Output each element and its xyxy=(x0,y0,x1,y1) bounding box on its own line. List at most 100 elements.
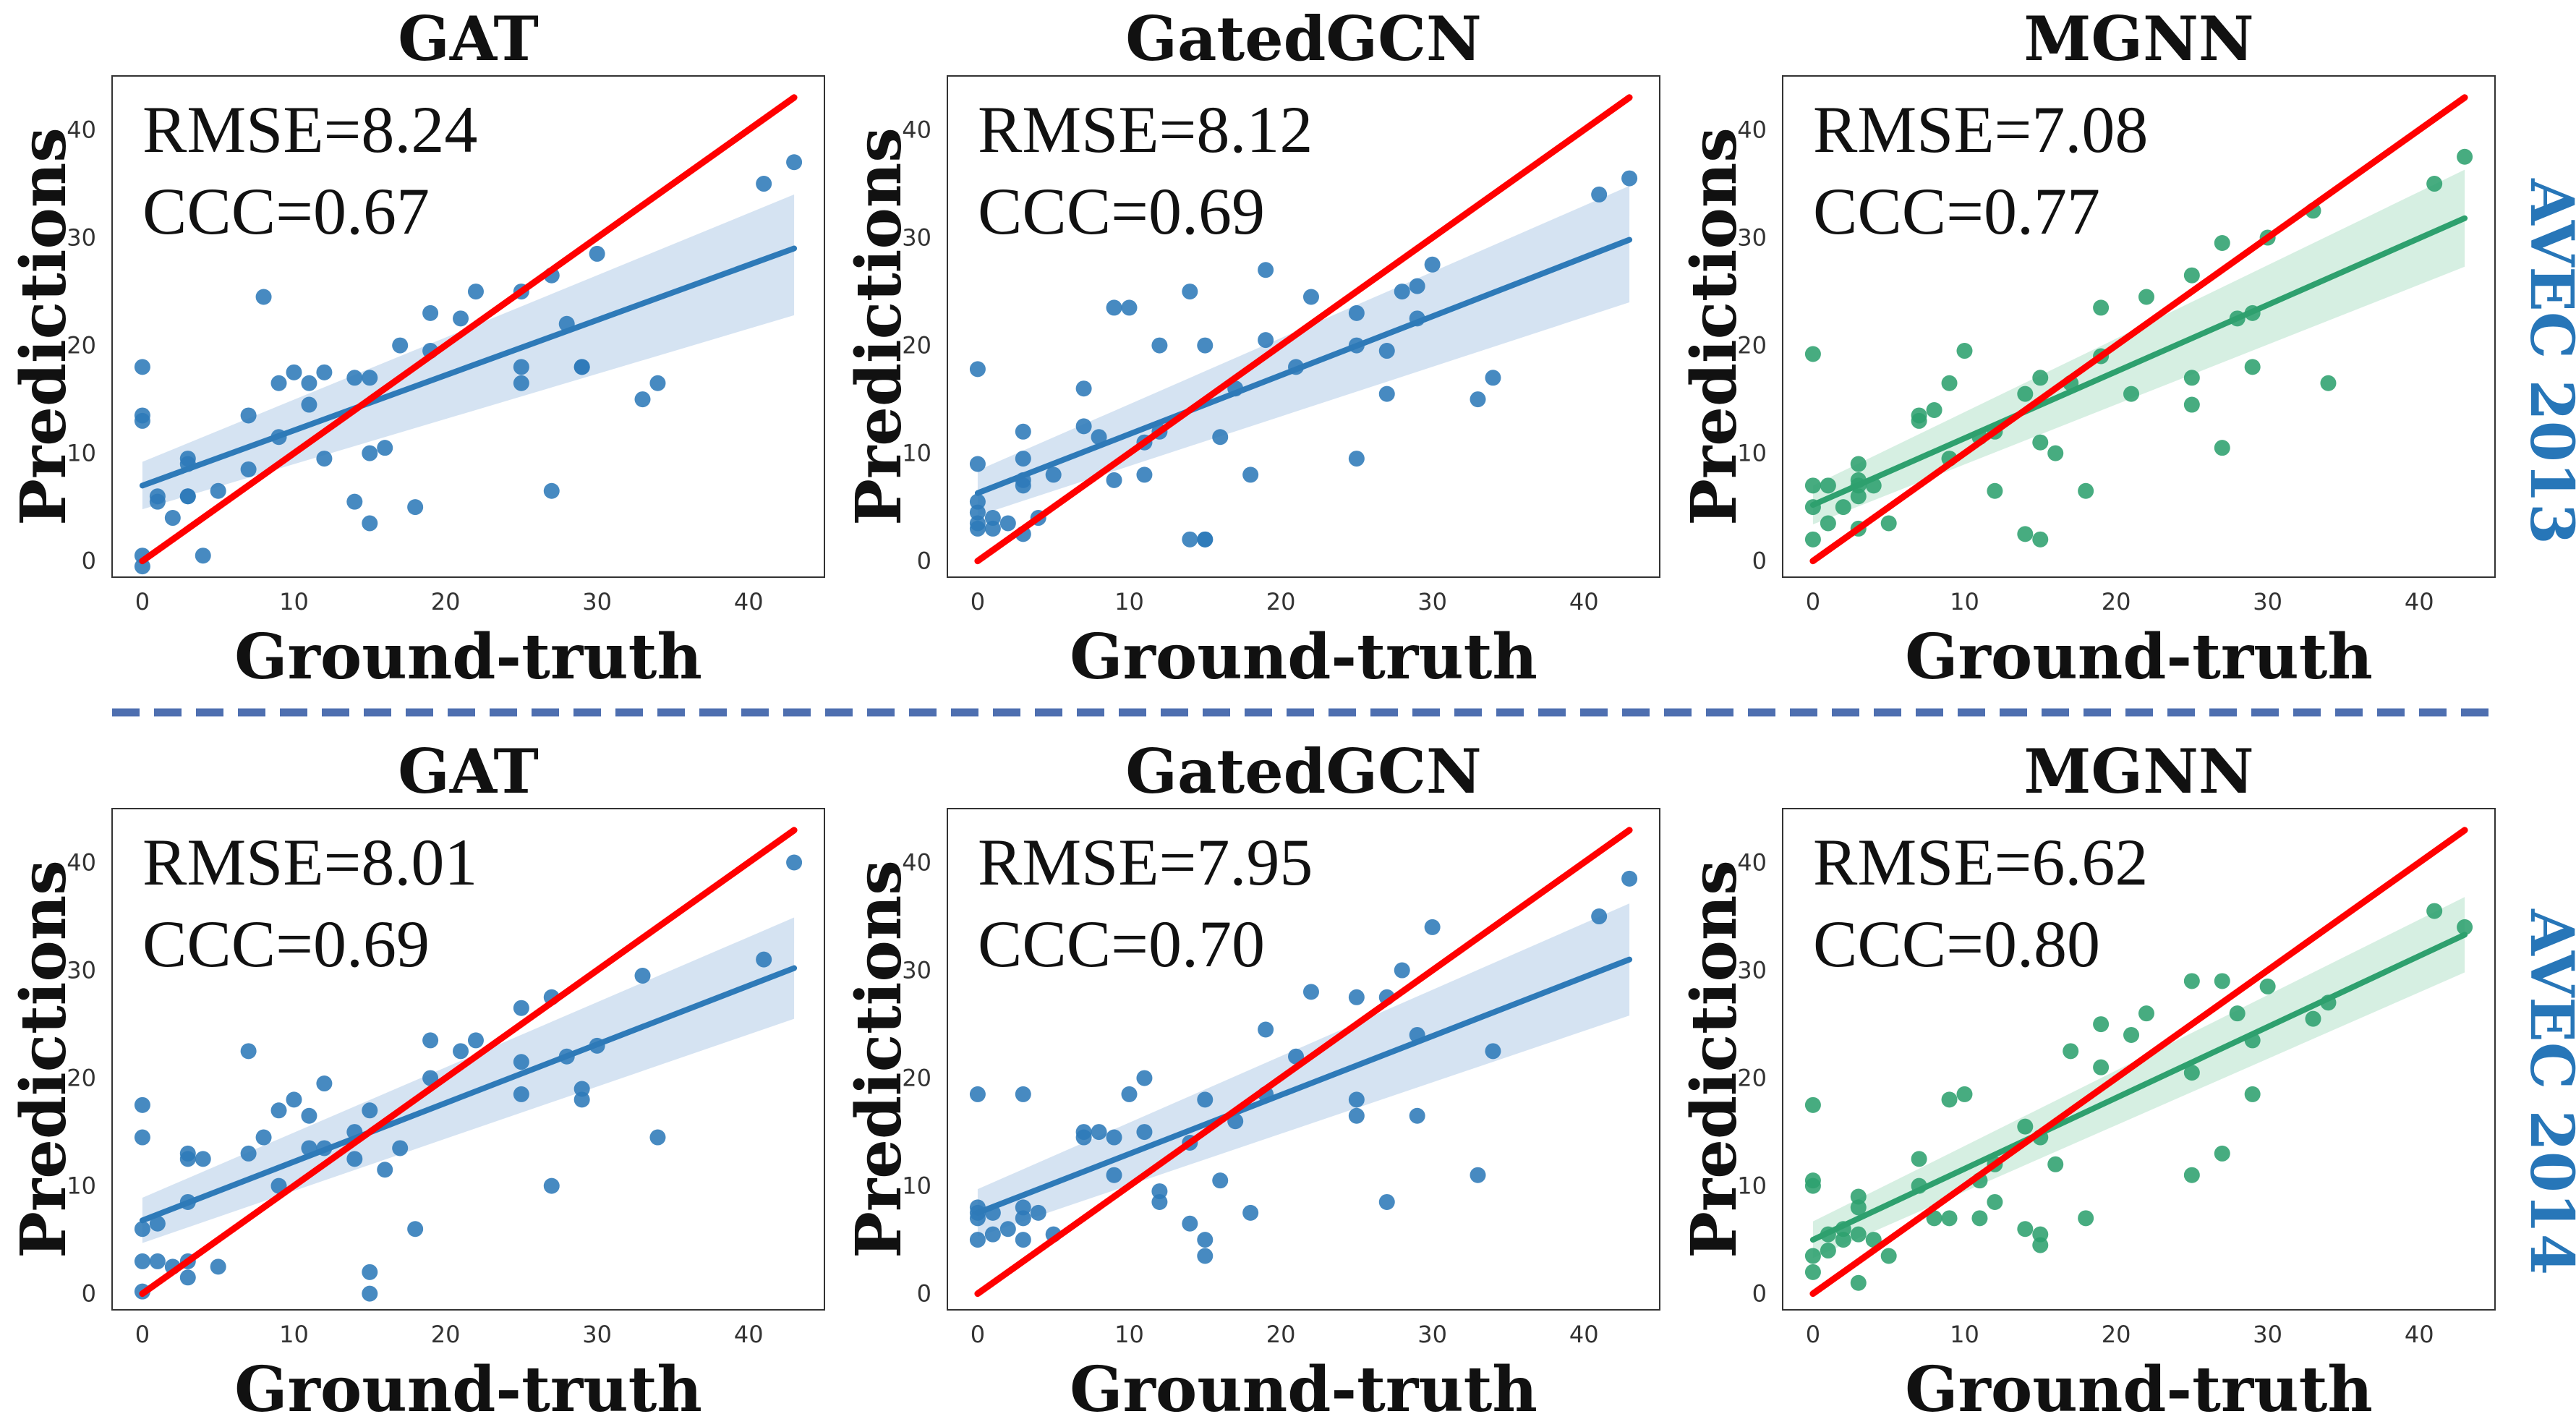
data-point xyxy=(1424,256,1441,273)
y-axis-label: Predictions xyxy=(843,127,916,526)
data-point xyxy=(134,1253,150,1269)
data-point xyxy=(543,1177,560,1194)
y-tick-label: 10 xyxy=(1737,1172,1767,1200)
x-tick-label: 10 xyxy=(1950,588,1979,615)
data-point xyxy=(467,1032,484,1049)
data-point xyxy=(1348,989,1365,1005)
data-point xyxy=(316,451,333,467)
x-tick-label: 40 xyxy=(1569,1321,1599,1348)
data-point xyxy=(1075,380,1092,397)
data-point xyxy=(2093,1059,2110,1075)
rmse-annotation: RMSE=6.62 xyxy=(1813,825,2148,899)
y-tick-label: 0 xyxy=(917,1280,931,1308)
data-point xyxy=(1880,515,1897,532)
data-point xyxy=(1804,1096,1821,1113)
data-point xyxy=(134,359,150,375)
data-point xyxy=(1424,919,1441,935)
data-point xyxy=(2047,445,2064,461)
data-point xyxy=(362,370,378,386)
data-point xyxy=(2017,385,2034,402)
y-tick-label: 40 xyxy=(1737,116,1767,144)
y-tick-label: 20 xyxy=(1737,1065,1767,1092)
data-point xyxy=(1804,531,1821,548)
x-tick-label: 0 xyxy=(1806,588,1820,615)
data-point xyxy=(1485,370,1501,386)
data-point xyxy=(1106,472,1122,488)
data-point xyxy=(2183,267,2200,284)
data-point xyxy=(362,1102,378,1119)
panel-3: 0 10 20 30 40 0 10 20 30 40 MGNN Ground-truth Predic… xyxy=(1678,3,2496,694)
data-point xyxy=(392,337,409,354)
data-point xyxy=(2183,973,2200,989)
x-tick-label: 10 xyxy=(279,588,309,615)
data-point xyxy=(210,482,226,499)
panel-title: GAT xyxy=(398,3,539,74)
data-point xyxy=(1106,1129,1122,1146)
x-tick-label: 20 xyxy=(431,588,461,615)
panel-title: MGNN xyxy=(2023,736,2253,807)
y-tick-label: 20 xyxy=(902,1065,931,1092)
data-point xyxy=(1212,1172,1229,1189)
data-point xyxy=(1197,531,1214,548)
ccc-annotation: CCC=0.67 xyxy=(142,174,430,248)
x-tick-label: 40 xyxy=(1569,588,1599,615)
data-point xyxy=(1197,337,1214,354)
x-tick-label: 40 xyxy=(2405,588,2434,615)
data-point xyxy=(1015,423,1031,440)
identity-line xyxy=(1809,827,2468,1298)
data-point xyxy=(513,359,529,375)
data-point xyxy=(1850,488,1867,505)
x-tick-label: 10 xyxy=(1114,588,1144,615)
data-point xyxy=(1591,908,1608,925)
plot-area xyxy=(1804,827,2473,1298)
data-point xyxy=(2426,176,2443,192)
data-point xyxy=(999,515,1016,532)
data-point xyxy=(1956,1086,1973,1102)
x-tick-label: 30 xyxy=(582,588,612,615)
data-point xyxy=(240,407,257,424)
rmse-annotation: RMSE=8.24 xyxy=(142,93,477,166)
y-tick-label: 30 xyxy=(902,224,931,252)
data-point xyxy=(1258,1021,1274,1038)
plot-area xyxy=(969,94,1638,565)
data-point xyxy=(2457,148,2473,165)
y-tick-label: 0 xyxy=(917,548,931,575)
data-point xyxy=(1820,1243,1836,1259)
data-point xyxy=(2063,1043,2079,1060)
y-tick-label: 0 xyxy=(82,1280,96,1308)
regression-line xyxy=(139,965,798,1224)
data-point xyxy=(999,1221,1016,1238)
data-point xyxy=(2214,440,2230,456)
y-tick-label: 10 xyxy=(67,440,96,467)
data-point xyxy=(362,1285,378,1302)
confidence-band xyxy=(977,903,1630,1237)
data-point xyxy=(179,488,196,505)
panel-6: 0 10 20 30 40 0 10 20 30 40 MGNN Ground-truth Predic… xyxy=(1678,736,2496,1426)
data-point xyxy=(573,1091,590,1108)
data-point xyxy=(969,456,986,472)
data-point xyxy=(164,510,181,527)
y-tick-label: 10 xyxy=(1737,440,1767,467)
data-point xyxy=(1941,375,1958,391)
y-tick-label: 20 xyxy=(67,1065,96,1092)
data-point xyxy=(210,1258,226,1275)
x-axis-label: Ground-truth xyxy=(234,1353,702,1426)
data-point xyxy=(1820,515,1836,532)
y-tick-label: 0 xyxy=(82,548,96,575)
data-point xyxy=(2244,359,2261,375)
data-point xyxy=(149,1253,166,1269)
data-point xyxy=(1015,1086,1031,1102)
x-tick-label: 40 xyxy=(2405,1321,2434,1348)
data-point xyxy=(2214,1145,2230,1162)
data-point xyxy=(2214,973,2230,989)
y-tick-label: 10 xyxy=(67,1172,96,1200)
data-point xyxy=(1850,1274,1867,1291)
confidence-band xyxy=(1812,897,2465,1258)
data-point xyxy=(1242,467,1259,483)
plot-area xyxy=(969,827,1638,1298)
data-point xyxy=(543,482,560,499)
data-point xyxy=(346,493,363,510)
x-tick-label: 30 xyxy=(2253,588,2282,615)
data-point xyxy=(1106,1167,1122,1183)
data-point xyxy=(1121,299,1138,316)
